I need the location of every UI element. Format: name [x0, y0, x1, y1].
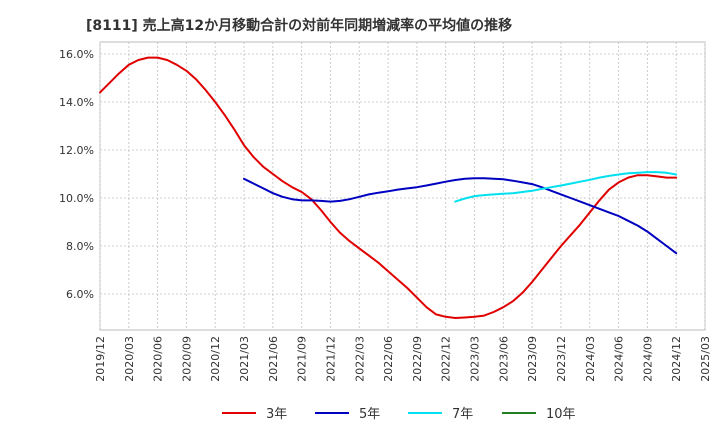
- x-tick-label: 2022/12: [440, 336, 453, 382]
- legend-label: 5年: [359, 407, 380, 422]
- x-tick-label: 2023/03: [469, 336, 482, 382]
- x-axis: 2019/12 2020/03 2020/06 2020/09 2020/12 2021/…: [94, 336, 712, 382]
- x-tick-label: 2022/06: [382, 336, 395, 382]
- grid: [99, 42, 706, 330]
- x-tick-label: 2019/12: [94, 336, 107, 382]
- x-tick-label: 2024/06: [613, 336, 626, 382]
- plot-area: [99, 41, 706, 331]
- x-tick-label: 2021/12: [324, 336, 337, 382]
- y-axis: 6.0% 8.0% 10.0% 12.0% 14.0% 16.0%: [59, 48, 94, 301]
- legend: 3年 5年 7年 10年: [222, 407, 576, 422]
- x-tick-label: 2025/03: [699, 336, 712, 382]
- x-tick-label: 2023/09: [526, 336, 539, 382]
- series-line-0: [99, 56, 678, 319]
- x-tick-label: 2022/09: [411, 336, 424, 382]
- x-tick-label: 2024/03: [584, 336, 597, 382]
- x-tick-label: 2021/09: [296, 336, 309, 382]
- legend-label: 10年: [546, 407, 576, 422]
- legend-label: 3年: [266, 407, 287, 422]
- series-group: [99, 56, 678, 319]
- y-tick-label: 14.0%: [59, 96, 94, 109]
- x-tick-label: 2021/06: [267, 336, 280, 382]
- y-tick-label: 16.0%: [59, 48, 94, 61]
- x-tick-label: 2024/12: [670, 336, 683, 382]
- y-tick-label: 8.0%: [66, 240, 94, 253]
- x-tick-label: 2020/09: [180, 336, 193, 382]
- series-line-2: [454, 171, 678, 203]
- y-tick-label: 12.0%: [59, 144, 94, 157]
- x-tick-label: 2021/03: [238, 336, 251, 382]
- x-tick-label: 2020/03: [123, 336, 136, 382]
- y-tick-label: 6.0%: [66, 288, 94, 301]
- x-tick-label: 2023/06: [497, 336, 510, 382]
- x-tick-label: 2023/12: [555, 336, 568, 382]
- legend-label: 7年: [452, 407, 473, 422]
- x-tick-label: 2024/09: [641, 336, 654, 382]
- x-tick-label: 2020/12: [209, 336, 222, 382]
- chart-title: [8111] 売上高12か月移動合計の対前年同期増減率の平均値の推移: [86, 17, 512, 34]
- x-tick-label: 2020/06: [152, 336, 165, 382]
- x-tick-label: 2022/03: [353, 336, 366, 382]
- series-line-1: [243, 177, 678, 255]
- y-tick-label: 10.0%: [59, 192, 94, 205]
